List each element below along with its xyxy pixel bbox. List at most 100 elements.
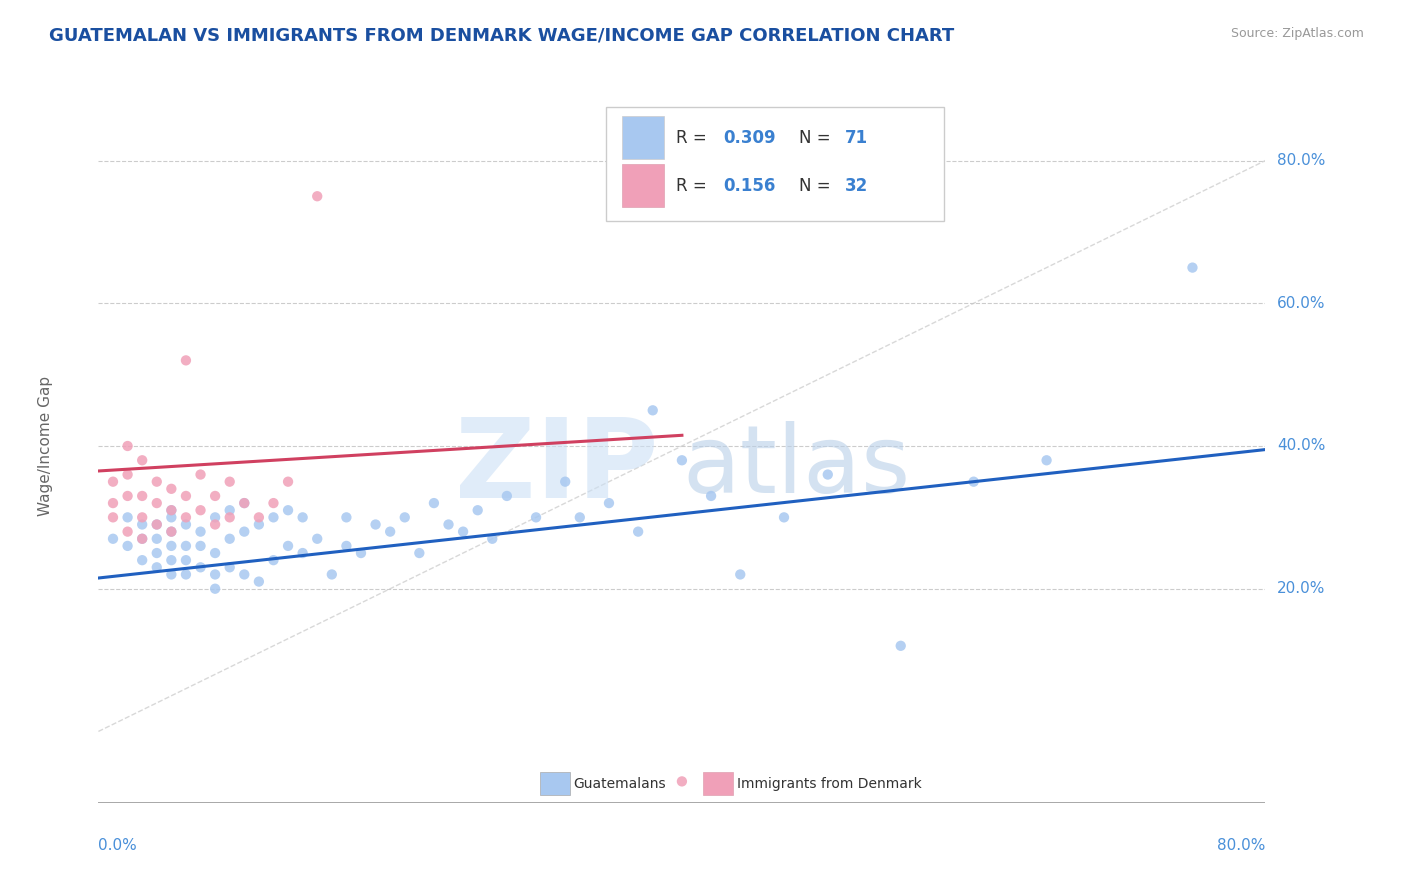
Point <box>131 553 153 567</box>
Point <box>671 453 693 467</box>
Point <box>190 467 212 482</box>
Text: R =: R = <box>676 128 711 146</box>
Point <box>496 489 519 503</box>
Point <box>131 453 153 467</box>
Point <box>131 489 153 503</box>
Point <box>962 475 984 489</box>
Point <box>1181 260 1204 275</box>
Point <box>437 517 460 532</box>
Point <box>190 560 212 574</box>
Point <box>117 439 139 453</box>
Text: 20.0%: 20.0% <box>1277 582 1326 596</box>
Text: 71: 71 <box>845 128 869 146</box>
Point <box>117 524 139 539</box>
Point <box>408 546 430 560</box>
Point <box>890 639 912 653</box>
Text: ZIP: ZIP <box>456 414 658 521</box>
Point <box>598 496 620 510</box>
Text: Source: ZipAtlas.com: Source: ZipAtlas.com <box>1230 27 1364 40</box>
Point <box>174 539 197 553</box>
Point <box>160 524 183 539</box>
Point <box>204 567 226 582</box>
Point <box>277 503 299 517</box>
Point <box>117 467 139 482</box>
Point <box>204 582 226 596</box>
Point <box>730 567 752 582</box>
Point <box>233 496 256 510</box>
FancyBboxPatch shape <box>623 164 665 207</box>
Point <box>146 546 169 560</box>
Point <box>451 524 474 539</box>
Point <box>364 517 387 532</box>
Text: 32: 32 <box>845 177 869 194</box>
Point <box>218 532 240 546</box>
Point <box>218 475 240 489</box>
Point <box>233 524 256 539</box>
Point <box>467 503 489 517</box>
Point <box>307 532 329 546</box>
Point <box>817 467 839 482</box>
Text: GUATEMALAN VS IMMIGRANTS FROM DENMARK WAGE/INCOME GAP CORRELATION CHART: GUATEMALAN VS IMMIGRANTS FROM DENMARK WA… <box>49 27 955 45</box>
Point <box>262 553 284 567</box>
FancyBboxPatch shape <box>606 107 945 221</box>
Point <box>146 532 169 546</box>
Point <box>101 532 124 546</box>
Point <box>204 546 226 560</box>
Point <box>146 517 169 532</box>
FancyBboxPatch shape <box>540 772 569 795</box>
Text: 60.0%: 60.0% <box>1277 296 1326 310</box>
Point <box>233 567 256 582</box>
Point <box>131 532 153 546</box>
Point <box>423 496 446 510</box>
Point <box>160 503 183 517</box>
Point <box>146 560 169 574</box>
Point <box>481 532 503 546</box>
Point <box>131 532 153 546</box>
Text: Guatemalans: Guatemalans <box>574 777 666 790</box>
Point <box>321 567 343 582</box>
Point <box>671 774 693 789</box>
Point <box>262 510 284 524</box>
Point <box>1035 453 1057 467</box>
FancyBboxPatch shape <box>703 772 734 795</box>
Point <box>218 510 240 524</box>
Text: 40.0%: 40.0% <box>1277 439 1326 453</box>
Point <box>101 496 124 510</box>
Point <box>218 503 240 517</box>
Point <box>160 503 183 517</box>
Point <box>262 496 284 510</box>
Point <box>247 517 270 532</box>
Point <box>190 524 212 539</box>
Point <box>394 510 416 524</box>
Point <box>101 510 124 524</box>
Text: 80.0%: 80.0% <box>1218 838 1265 854</box>
Point <box>174 489 197 503</box>
Point <box>233 496 256 510</box>
Text: Wage/Income Gap: Wage/Income Gap <box>38 376 53 516</box>
Point <box>117 539 139 553</box>
Point <box>568 510 591 524</box>
Text: 0.309: 0.309 <box>723 128 775 146</box>
Point <box>218 560 240 574</box>
Point <box>554 475 576 489</box>
Point <box>773 510 796 524</box>
Point <box>700 489 723 503</box>
Point <box>247 510 270 524</box>
Text: 0.156: 0.156 <box>723 177 775 194</box>
Point <box>160 553 183 567</box>
Point <box>160 482 183 496</box>
Point <box>174 567 197 582</box>
Point <box>160 510 183 524</box>
Text: atlas: atlas <box>682 421 910 514</box>
Point <box>190 503 212 517</box>
Point <box>174 353 197 368</box>
Text: 0.0%: 0.0% <box>98 838 138 854</box>
Point <box>204 489 226 503</box>
Point <box>101 475 124 489</box>
Point <box>641 403 664 417</box>
Point <box>335 539 357 553</box>
Point <box>131 510 153 524</box>
Point <box>627 524 650 539</box>
Point <box>117 510 139 524</box>
Point <box>307 189 329 203</box>
